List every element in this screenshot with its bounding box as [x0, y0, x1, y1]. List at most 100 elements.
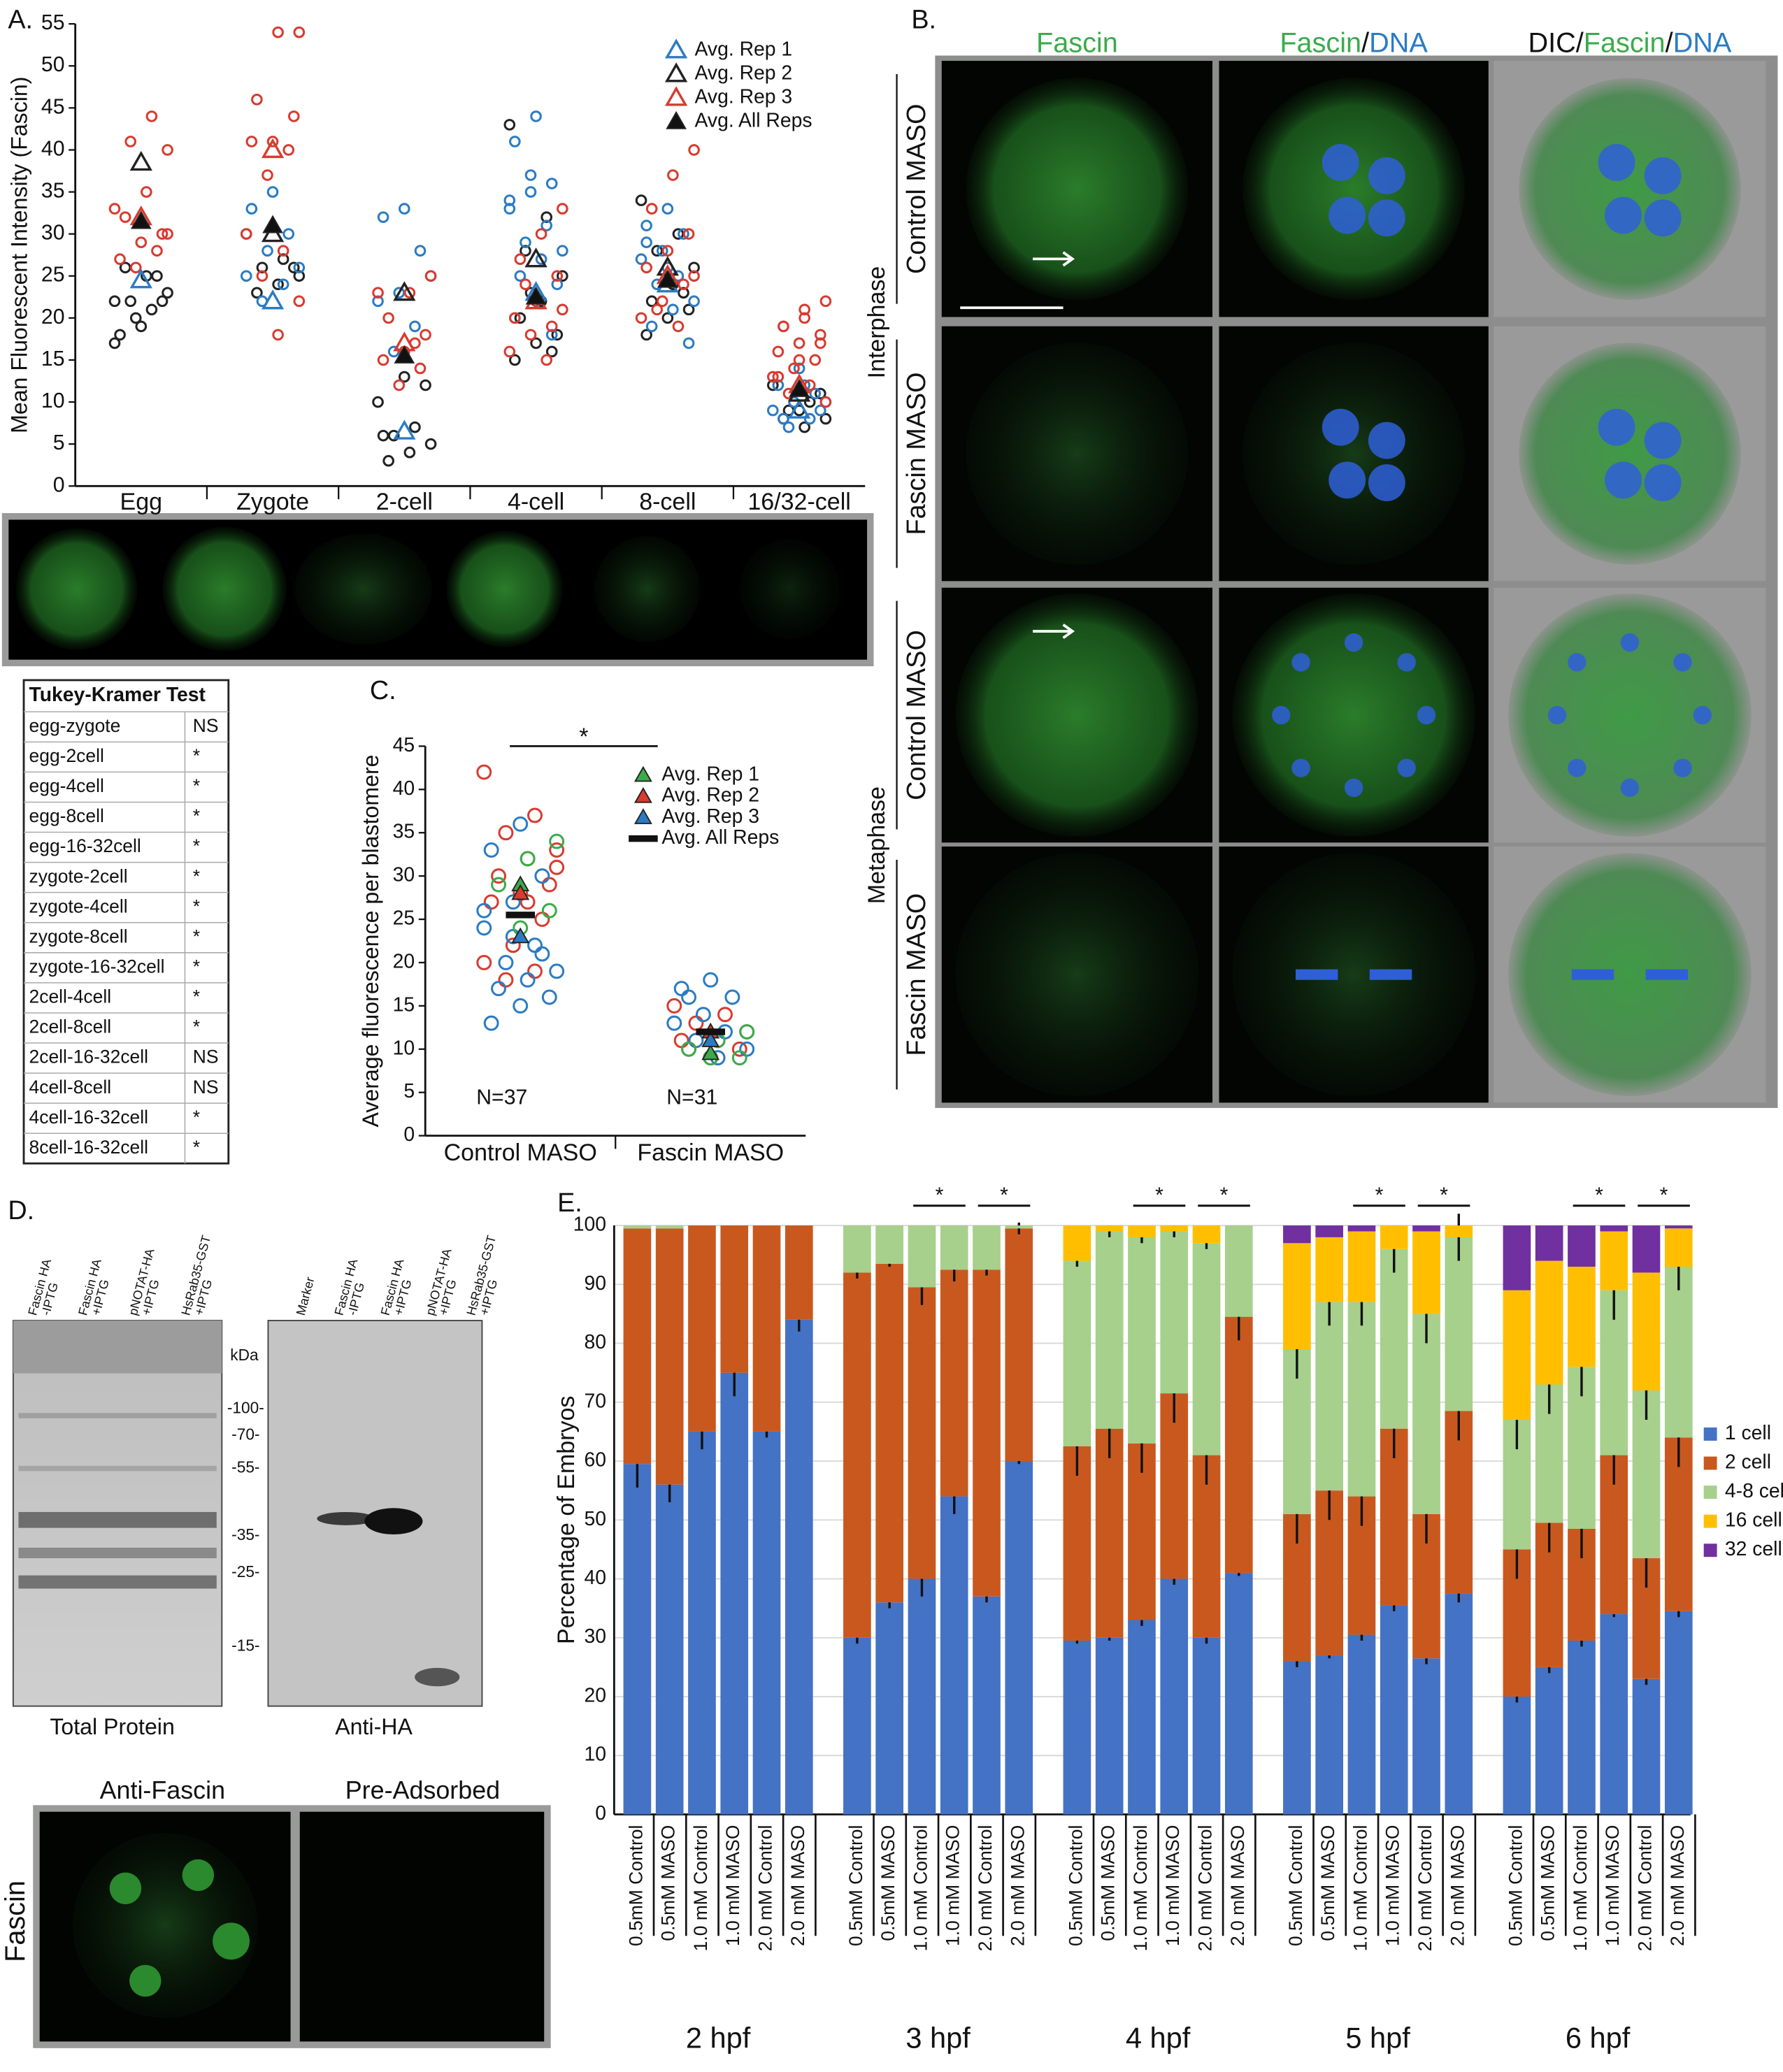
data-point	[503, 203, 516, 215]
data-point	[108, 295, 121, 308]
average-marker	[261, 289, 285, 310]
data-point	[656, 295, 668, 308]
data-point	[282, 228, 295, 240]
significance-label: *	[1595, 1184, 1603, 1207]
row-label: Fascin MASO	[902, 373, 931, 535]
y-tick-label: 20	[41, 305, 65, 329]
data-point	[681, 1041, 697, 1057]
data-point	[656, 245, 668, 257]
data-point	[372, 396, 384, 408]
data-point	[293, 261, 306, 274]
table-cell: 2cell-8cell	[29, 1016, 112, 1037]
y-tick-label: 45	[41, 95, 65, 118]
bar-segment	[1664, 1225, 1693, 1229]
data-point	[678, 287, 689, 299]
data-point	[483, 1015, 499, 1031]
data-point	[162, 228, 173, 240]
data-point	[524, 169, 537, 181]
bar-segment	[908, 1578, 936, 1815]
nucleus	[1644, 422, 1682, 459]
data-point	[141, 186, 152, 198]
x-tick-label: 0.5mM Control	[625, 1825, 646, 1946]
data-point	[503, 119, 516, 131]
bar-segment	[1664, 1228, 1693, 1267]
column-label: DIC/Fascin/DNA	[1528, 28, 1731, 59]
nucleus	[1644, 157, 1682, 194]
data-point	[527, 807, 543, 823]
data-point	[245, 136, 258, 148]
average-marker	[261, 138, 285, 159]
bar-segment	[1412, 1231, 1440, 1314]
data-point	[393, 287, 406, 299]
legend-label: 4-8 cell	[1725, 1480, 1783, 1502]
annotation: N=31	[666, 1086, 717, 1109]
y-tick-label: 80	[584, 1331, 606, 1353]
data-point	[767, 404, 779, 417]
nucleus	[1644, 199, 1682, 237]
bar-segment	[1128, 1620, 1156, 1815]
data-point	[498, 972, 514, 988]
embryo	[1243, 78, 1465, 300]
group-label: 5 hpf	[1345, 2021, 1410, 2054]
data-point	[793, 337, 805, 350]
row-label: Control MASO	[902, 630, 931, 800]
bar-segment	[940, 1496, 968, 1815]
data-point	[772, 379, 785, 391]
bar-segment	[1347, 1634, 1376, 1815]
data-point	[262, 169, 273, 181]
data-point	[509, 312, 521, 324]
data-point	[245, 203, 258, 215]
nucleus	[1322, 408, 1359, 446]
data-point	[551, 270, 564, 282]
average-marker	[789, 378, 810, 397]
bar-segment	[752, 1431, 781, 1815]
data-point	[108, 203, 121, 215]
legend-swatch	[1703, 1485, 1717, 1499]
bar-segment	[1445, 1225, 1473, 1237]
data-point	[772, 345, 785, 358]
tukey-table: Tukey-Kramer Test egg-zygote NS egg-2cell * e…	[22, 679, 230, 1165]
x-tick-label: 1.0 mM MASO	[1162, 1825, 1183, 1946]
panel-d: Fascin HA-IPTG Fascin HA+IPTG pNOTAT-HA+IP…	[0, 1234, 551, 2048]
data-point	[541, 902, 557, 919]
bar-segment	[940, 1269, 968, 1497]
data-point	[509, 354, 521, 366]
data-point	[476, 902, 492, 919]
legend-swatch	[1703, 1544, 1717, 1557]
data-point	[535, 228, 547, 240]
row-label: Fascin MASO	[902, 893, 931, 1056]
data-point	[382, 454, 394, 467]
embryo	[1519, 78, 1741, 300]
data-point	[545, 320, 558, 333]
data-point	[129, 261, 142, 274]
data-point	[293, 295, 306, 308]
legend-swatch	[1703, 1456, 1717, 1470]
data-point	[414, 245, 427, 257]
x-tick-label: 0.5mM MASO	[1098, 1825, 1119, 1941]
bar-segment	[1503, 1697, 1531, 1815]
x-tick-label: 0.5mM Control	[845, 1825, 866, 1946]
data-point	[520, 894, 536, 910]
marker-label: -15-	[231, 1636, 259, 1655]
x-tick-label: 0.5mM Control	[1285, 1825, 1306, 1946]
x-tick-label: 2.0 mM Control	[1634, 1825, 1655, 1952]
table-cell: *	[193, 956, 200, 977]
table-cell: *	[193, 745, 200, 766]
nucleus	[1598, 408, 1635, 446]
average-marker	[525, 286, 547, 305]
bar-segment	[1568, 1267, 1596, 1367]
data-point	[739, 1024, 755, 1039]
data-point	[788, 362, 800, 375]
y-tick-label: 70	[584, 1390, 606, 1412]
table-cell: egg-2cell	[29, 745, 104, 766]
data-point	[688, 1015, 704, 1031]
bar-segment	[1535, 1260, 1563, 1385]
data-point	[640, 329, 652, 341]
panel-label: D.	[8, 1196, 34, 1225]
data-point	[424, 438, 437, 450]
bar-segment	[785, 1225, 813, 1320]
nucleus	[1568, 653, 1587, 672]
y-axis-label: Percentage of Embryos	[553, 1396, 580, 1644]
data-point	[731, 1041, 747, 1057]
table-cell: egg-zygote	[29, 715, 121, 736]
